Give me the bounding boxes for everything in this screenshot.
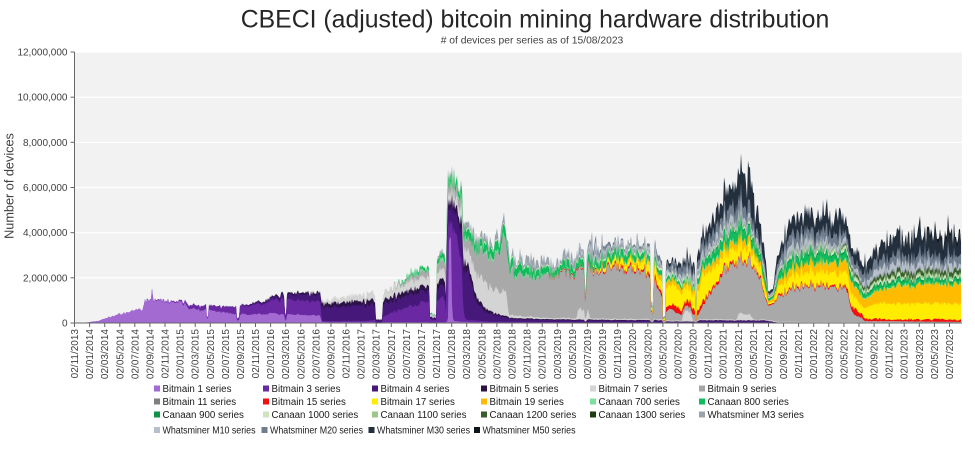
svg-text:02/03/2022: 02/03/2022 [824,329,835,379]
svg-text:Bitmain 19 series: Bitmain 19 series [490,397,564,408]
svg-text:02/01/2016: 02/01/2016 [266,329,277,379]
svg-text:02/05/2014: 02/05/2014 [115,329,126,379]
svg-text:02/07/2014: 02/07/2014 [130,329,141,379]
svg-text:02/01/2022: 02/01/2022 [809,329,820,379]
svg-text:Canaan 1200 series: Canaan 1200 series [490,410,577,421]
svg-text:Whatsminer M3 series: Whatsminer M3 series [708,410,805,421]
svg-text:02/01/2017: 02/01/2017 [357,329,368,379]
svg-text:8,000,000: 8,000,000 [23,138,68,149]
svg-text:02/01/2023: 02/01/2023 [900,329,911,379]
svg-text:02/09/2021: 02/09/2021 [779,329,790,379]
svg-text:02/05/2016: 02/05/2016 [296,329,307,379]
svg-text:Canaan 1300 series: Canaan 1300 series [599,410,686,421]
svg-text:Whatsminer M50 series: Whatsminer M50 series [483,426,576,437]
svg-text:CBECI (adjusted) bitcoin minin: CBECI (adjusted) bitcoin mining hardware… [241,7,830,34]
svg-text:Bitmain 9 series: Bitmain 9 series [708,384,777,395]
svg-text:0: 0 [62,319,68,330]
svg-text:02/03/2020: 02/03/2020 [643,329,654,379]
svg-text:Canaan 900 series: Canaan 900 series [163,410,244,421]
svg-text:02/11/2014: 02/11/2014 [161,329,172,379]
svg-text:02/01/2015: 02/01/2015 [176,329,187,379]
svg-text:4,000,000: 4,000,000 [23,228,68,239]
svg-text:02/09/2016: 02/09/2016 [327,329,338,379]
svg-text:2,000,000: 2,000,000 [23,273,68,284]
svg-text:02/11/2019: 02/11/2019 [613,329,624,379]
svg-text:Canaan 1100 series: Canaan 1100 series [381,410,467,421]
svg-text:12,000,000: 12,000,000 [17,48,67,59]
svg-text:02/01/2020: 02/01/2020 [628,329,639,379]
svg-text:02/05/2015: 02/05/2015 [206,329,217,379]
svg-text:02/03/2019: 02/03/2019 [553,329,564,379]
svg-text:02/07/2021: 02/07/2021 [764,329,775,379]
svg-text:Bitmain 1 series: Bitmain 1 series [163,384,232,395]
svg-text:02/11/2021: 02/11/2021 [794,329,805,379]
svg-text:Bitmain 5 series: Bitmain 5 series [490,384,559,395]
svg-text:Whatsminer M10 series: Whatsminer M10 series [163,426,256,437]
svg-text:# of devices per series as of: # of devices per series as of 15/08/2023 [441,36,624,47]
svg-text:6,000,000: 6,000,000 [23,183,68,194]
svg-text:Number of devices: Number of devices [3,133,17,239]
svg-text:02/05/2019: 02/05/2019 [568,329,579,379]
svg-text:02/11/2016: 02/11/2016 [342,329,353,379]
svg-text:02/05/2023: 02/05/2023 [930,329,941,379]
svg-text:02/09/2017: 02/09/2017 [417,329,428,379]
svg-text:02/11/2017: 02/11/2017 [432,329,443,379]
svg-text:Bitmain 3 series: Bitmain 3 series [272,384,341,395]
svg-text:02/07/2018: 02/07/2018 [492,329,503,379]
svg-text:02/07/2020: 02/07/2020 [673,329,684,379]
svg-text:02/09/2015: 02/09/2015 [236,329,247,379]
svg-text:02/01/2014: 02/01/2014 [85,329,96,379]
svg-text:Canaan 1000 series: Canaan 1000 series [272,410,359,421]
svg-text:02/03/2023: 02/03/2023 [915,329,926,379]
svg-text:02/07/2016: 02/07/2016 [311,329,322,379]
svg-text:02/03/2018: 02/03/2018 [462,329,473,379]
svg-text:Canaan 800 series: Canaan 800 series [708,397,789,408]
svg-text:Whatsminer M20 series: Whatsminer M20 series [270,426,363,437]
svg-text:02/05/2018: 02/05/2018 [477,329,488,379]
svg-text:02/03/2017: 02/03/2017 [372,329,383,379]
svg-text:02/11/2015: 02/11/2015 [251,329,262,379]
svg-text:02/03/2014: 02/03/2014 [100,329,111,379]
svg-text:02/09/2018: 02/09/2018 [508,329,519,379]
svg-text:02/07/2017: 02/07/2017 [402,329,413,379]
svg-text:02/07/2022: 02/07/2022 [855,329,866,379]
svg-text:02/09/2019: 02/09/2019 [598,329,609,379]
svg-text:02/01/2021: 02/01/2021 [719,329,730,379]
svg-text:Bitmain 11 series: Bitmain 11 series [163,397,237,408]
svg-text:02/03/2015: 02/03/2015 [191,329,202,379]
svg-text:Whatsminer M30 series: Whatsminer M30 series [377,426,470,437]
svg-text:02/05/2017: 02/05/2017 [387,329,398,379]
svg-text:02/07/2015: 02/07/2015 [221,329,232,379]
svg-text:10,000,000: 10,000,000 [17,93,67,104]
svg-text:Bitmain 17 series: Bitmain 17 series [381,397,455,408]
svg-text:02/11/2020: 02/11/2020 [704,329,715,379]
svg-text:02/11/2013: 02/11/2013 [70,329,81,379]
svg-text:02/09/2014: 02/09/2014 [145,329,156,379]
svg-text:02/11/2018: 02/11/2018 [523,329,534,379]
svg-text:02/09/2022: 02/09/2022 [870,329,881,379]
svg-text:02/05/2021: 02/05/2021 [749,329,760,379]
svg-text:02/07/2023: 02/07/2023 [945,329,956,379]
svg-text:Canaan 700 series: Canaan 700 series [599,397,680,408]
svg-text:02/09/2020: 02/09/2020 [689,329,700,379]
svg-text:02/05/2020: 02/05/2020 [658,329,669,379]
svg-text:02/11/2022: 02/11/2022 [885,329,896,379]
svg-text:02/05/2022: 02/05/2022 [839,329,850,379]
svg-text:02/01/2019: 02/01/2019 [538,329,549,379]
svg-text:02/07/2019: 02/07/2019 [583,329,594,379]
svg-text:02/03/2016: 02/03/2016 [281,329,292,379]
svg-text:02/03/2021: 02/03/2021 [734,329,745,379]
svg-text:Bitmain 15 series: Bitmain 15 series [272,397,346,408]
svg-text:Bitmain 7 series: Bitmain 7 series [599,384,668,395]
svg-text:Bitmain 4 series: Bitmain 4 series [381,384,450,395]
svg-text:02/01/2018: 02/01/2018 [447,329,458,379]
